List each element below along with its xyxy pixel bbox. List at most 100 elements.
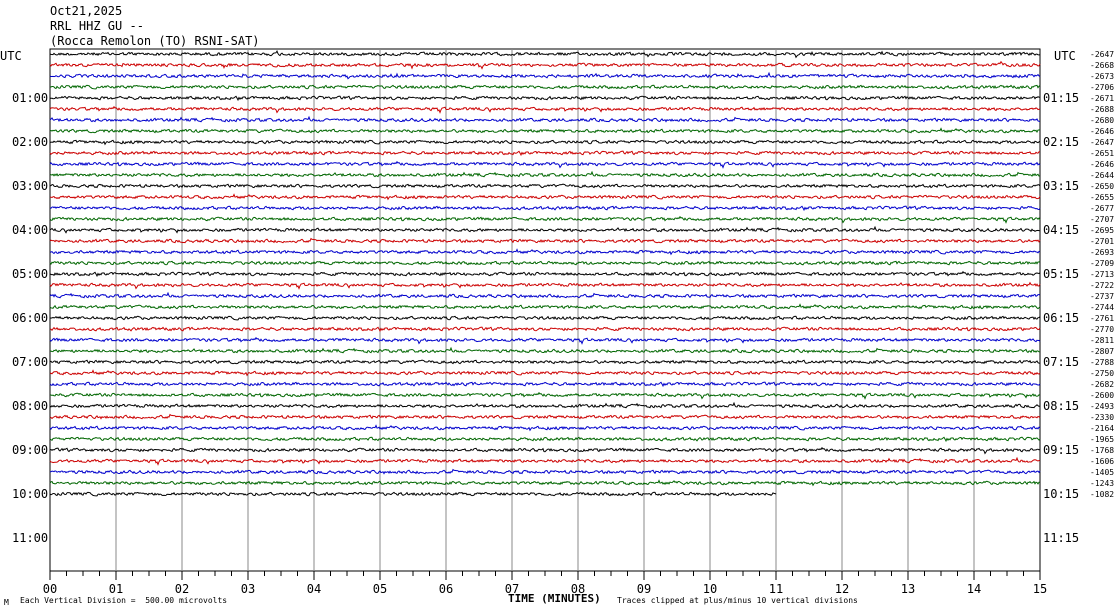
seismic-trace bbox=[49, 391, 1041, 400]
trace-offset-label: -2770 bbox=[1090, 325, 1114, 334]
seismic-trace bbox=[49, 183, 1041, 189]
right-hour-label: 02:15 bbox=[1043, 135, 1080, 149]
seismic-trace bbox=[49, 237, 1041, 244]
x-tick-label: 00 bbox=[43, 582, 57, 596]
right-hour-label: 09:15 bbox=[1043, 443, 1080, 457]
trace-offset-label: -2673 bbox=[1090, 72, 1114, 81]
trace-offset-label: -2651 bbox=[1090, 149, 1114, 158]
trace-offset-label: -2709 bbox=[1090, 259, 1114, 268]
seismic-trace bbox=[49, 139, 1041, 146]
trace-offset-label: -2493 bbox=[1090, 402, 1114, 411]
trace-offset-label: -2744 bbox=[1090, 303, 1114, 312]
trace-offset-label: -1768 bbox=[1090, 446, 1114, 455]
seismic-trace bbox=[49, 115, 1041, 123]
left-hour-label: 08:00 bbox=[12, 399, 49, 413]
left-hour-label: 02:00 bbox=[12, 135, 49, 149]
x-tick-label: 11 bbox=[769, 582, 783, 596]
trace-offset-label: -2650 bbox=[1090, 182, 1114, 191]
left-hour-label: 01:00 bbox=[12, 91, 49, 105]
right-hour-label: 03:15 bbox=[1043, 179, 1080, 193]
trace-offset-label: -2680 bbox=[1090, 116, 1114, 125]
seismic-trace bbox=[49, 170, 1041, 178]
seismic-trace bbox=[49, 50, 1041, 59]
x-tick-label: 03 bbox=[241, 582, 255, 596]
right-hour-label: 08:15 bbox=[1043, 399, 1080, 413]
seismic-trace bbox=[49, 401, 1041, 409]
seismic-trace bbox=[49, 436, 1041, 443]
x-tick-label: 12 bbox=[835, 582, 849, 596]
trace-offset-label: -2671 bbox=[1090, 94, 1114, 103]
x-tick-label: 15 bbox=[1033, 582, 1047, 596]
seismic-trace bbox=[49, 160, 1041, 169]
seismic-trace bbox=[49, 60, 1041, 70]
seismic-trace bbox=[49, 281, 1041, 290]
x-axis-title: TIME (MINUTES) bbox=[508, 592, 601, 605]
trace-offset-label: -2695 bbox=[1090, 226, 1114, 235]
header-location: (Rocca Remolon (TO) RSNI-SAT) bbox=[50, 34, 260, 48]
left-hour-label: 06:00 bbox=[12, 311, 49, 325]
seismic-trace bbox=[49, 456, 1041, 466]
trace-offset-label: -1965 bbox=[1090, 435, 1114, 444]
trace-offset-label: -2811 bbox=[1090, 336, 1114, 345]
plot-frame bbox=[49, 48, 1041, 572]
trace-offset-label: -2164 bbox=[1090, 424, 1114, 433]
seismic-trace bbox=[49, 150, 1041, 157]
left-hour-label: 05:00 bbox=[12, 267, 49, 281]
clip-note: Traces clipped at plus/minus 10 vertical… bbox=[617, 596, 858, 605]
seismic-trace bbox=[49, 468, 1041, 475]
seismic-trace bbox=[49, 215, 1041, 224]
seismic-trace bbox=[49, 326, 1041, 333]
seismic-trace bbox=[49, 346, 1041, 354]
seismic-trace bbox=[49, 359, 1041, 365]
trace-offset-label: -2647 bbox=[1090, 50, 1114, 59]
trace-offset-label: -1082 bbox=[1090, 490, 1114, 499]
left-hour-label: 03:00 bbox=[12, 179, 49, 193]
right-hour-label: 06:15 bbox=[1043, 311, 1080, 325]
trace-offset-label: -2688 bbox=[1090, 105, 1114, 114]
trace-offset-label: -2750 bbox=[1090, 369, 1114, 378]
corner-mark: M bbox=[4, 598, 9, 607]
trace-offset-label: -2761 bbox=[1090, 314, 1114, 323]
trace-offset-label: -2722 bbox=[1090, 281, 1114, 290]
x-tick-label: 01 bbox=[109, 582, 123, 596]
seismic-trace bbox=[49, 270, 1041, 278]
header-date: Oct21,2025 bbox=[50, 4, 123, 18]
trace-offset-label: -1243 bbox=[1090, 479, 1114, 488]
x-tick-label: 02 bbox=[175, 582, 189, 596]
seismic-trace bbox=[49, 336, 1041, 345]
seismic-trace bbox=[49, 225, 1041, 234]
utc-right-label: UTC bbox=[1054, 49, 1076, 63]
trace-offset-label: -1405 bbox=[1090, 468, 1114, 477]
left-hour-label: 07:00 bbox=[12, 355, 49, 369]
trace-offset-label: -2668 bbox=[1090, 61, 1114, 70]
x-tick-label: 06 bbox=[439, 582, 453, 596]
trace-offset-label: -2713 bbox=[1090, 270, 1114, 279]
seismic-trace bbox=[49, 424, 1041, 432]
right-hour-label: 04:15 bbox=[1043, 223, 1080, 237]
trace-offset-label: -2655 bbox=[1090, 193, 1114, 202]
seismic-trace bbox=[49, 303, 1041, 311]
seismic-trace bbox=[49, 105, 1041, 114]
left-hour-label: 09:00 bbox=[12, 443, 49, 457]
x-tick-label: 07 bbox=[505, 582, 519, 596]
trace-offset-label: -2788 bbox=[1090, 358, 1114, 367]
seismic-trace bbox=[49, 479, 1041, 487]
seismic-trace bbox=[49, 446, 1041, 455]
trace-offset-label: -2807 bbox=[1090, 347, 1114, 356]
trace-offset-label: -2330 bbox=[1090, 413, 1114, 422]
trace-offset-label: -2677 bbox=[1090, 204, 1114, 213]
seismic-trace bbox=[49, 248, 1041, 256]
seismic-trace bbox=[49, 260, 1041, 266]
right-hour-label: 07:15 bbox=[1043, 355, 1080, 369]
x-tick-label: 14 bbox=[967, 582, 981, 596]
utc-left-label: UTC bbox=[0, 49, 22, 63]
scale-note: Each Vertical Division = 500.00 microvol… bbox=[20, 596, 228, 605]
header-station: RRL HHZ GU -- bbox=[50, 19, 144, 33]
trace-offset-label: -2646 bbox=[1090, 127, 1114, 136]
seismic-trace bbox=[49, 84, 1041, 90]
x-tick-label: 04 bbox=[307, 582, 321, 596]
right-hour-label: 11:15 bbox=[1043, 531, 1080, 545]
left-hour-label: 10:00 bbox=[12, 487, 49, 501]
seismic-trace bbox=[49, 193, 1041, 201]
